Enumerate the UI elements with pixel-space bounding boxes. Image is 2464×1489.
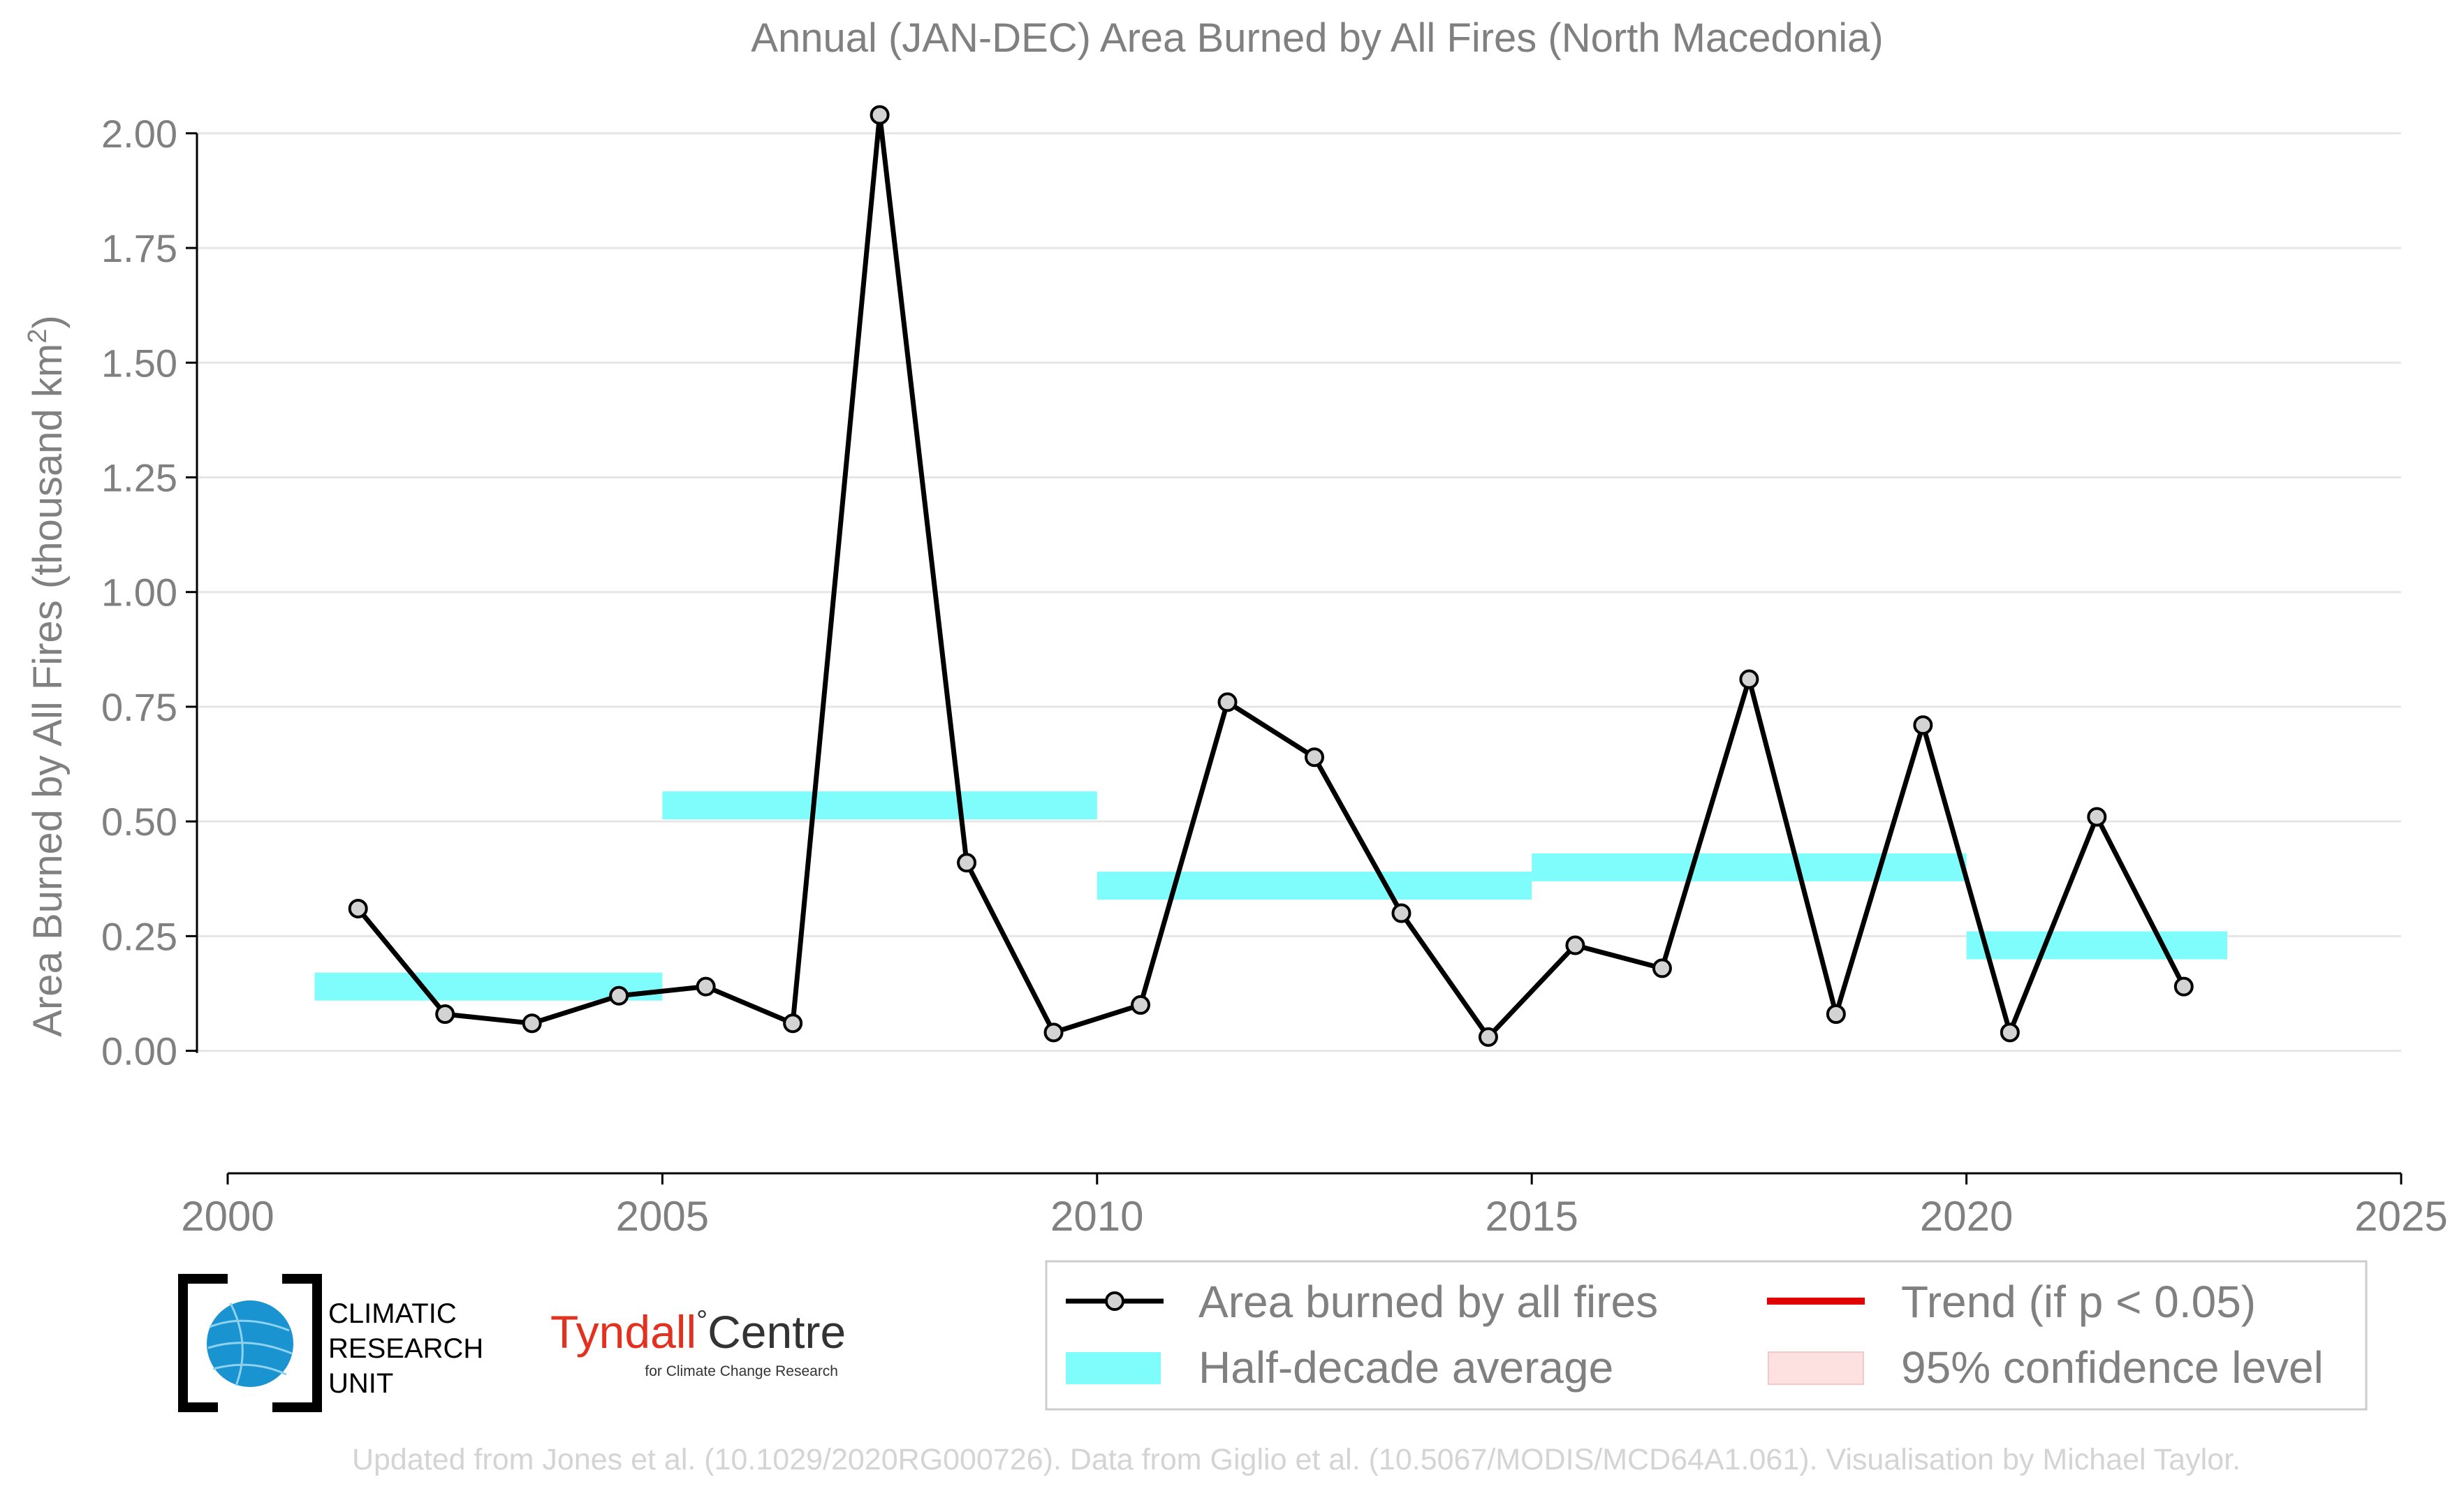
data-point-0-2 [522, 1013, 542, 1034]
y-tick-label-8: 2.00 [101, 112, 177, 156]
y-tick-label-3: 0.75 [101, 685, 177, 729]
data-point-0-12 [1391, 903, 1411, 923]
tyndall-logo-text: Tyndall°Centre [550, 1305, 846, 1358]
legend-frame [1045, 1260, 2368, 1411]
cru-globe-lines-icon [207, 1303, 293, 1386]
data-point-0-10 [1217, 692, 1238, 712]
legend: Area burned by all fires Trend (if p < 0… [1045, 1260, 2368, 1411]
cru-logo: CLIMATIC RESEARCH UNIT [178, 1274, 483, 1412]
data-point-0-20 [2087, 807, 2107, 827]
grid-lines [194, 132, 2401, 1052]
data-point-0-6 [870, 105, 890, 125]
half-decade-band-2 [1097, 872, 1532, 900]
y-tick-label-5: 1.25 [101, 456, 177, 500]
tyndall-centre: Centre [707, 1306, 846, 1358]
tyndall-subtitle: for Climate Change Research [645, 1363, 838, 1379]
legend-label-half-decade: Half-decade average [1198, 1342, 1613, 1393]
data-point-0-0 [348, 898, 368, 918]
data-point-0-11 [1305, 747, 1324, 768]
data-point-0-16 [1739, 669, 1759, 689]
data-point-0-17 [1826, 1004, 1846, 1025]
half-decade-band-4 [1966, 931, 2228, 960]
legend-swatch-confidence [1768, 1351, 1864, 1385]
data-point-0-1 [435, 1004, 455, 1025]
x-tick-label-5: 2025 [2354, 1193, 2447, 1240]
data-point-0-8 [1043, 1022, 1064, 1043]
cru-logo-bracket-left [178, 1274, 228, 1412]
data-point-0-4 [696, 976, 716, 997]
legend-label-trend: Trend (if p < 0.05) [1901, 1277, 2256, 1327]
footer-credit: Updated from Jones et al. (10.1029/2020R… [352, 1443, 2241, 1476]
series-line-0 [355, 112, 2186, 1040]
data-point-0-21 [2173, 976, 2194, 997]
y-tick-label-6: 1.50 [101, 341, 177, 385]
y-tick-label-7: 1.75 [101, 226, 177, 270]
y-axis-label-superscript: 2 [23, 329, 52, 344]
data-point-0-14 [1565, 935, 1585, 955]
x-tick-label-4: 2020 [1920, 1193, 2013, 1240]
y-axis-label: Area Burned by All Fires (thousand km2) [23, 315, 71, 1036]
tyndall-degree: ° [696, 1305, 707, 1336]
legend-label-confidence: 95% confidence level [1901, 1342, 2324, 1393]
cru-logo-bracket-right [272, 1274, 322, 1412]
x-tick-label-0: 2000 [181, 1193, 274, 1240]
y-axis-label-end: ) [25, 315, 71, 328]
legend-label-area-burned: Area burned by all fires [1198, 1277, 1658, 1327]
x-tick-label-2: 2010 [1050, 1193, 1143, 1240]
y-tick-label-2: 0.50 [101, 800, 177, 844]
half-decade-band-0 [314, 972, 663, 1001]
x-tick-label-3: 2015 [1485, 1193, 1578, 1240]
data-point-0-18 [1913, 715, 1933, 735]
data-point-0-9 [1131, 995, 1151, 1015]
y-tick-label-1: 0.25 [101, 914, 177, 958]
x-tick-label-1: 2005 [616, 1193, 709, 1240]
cru-text-line2: RESEARCH [328, 1333, 483, 1364]
y-tick-label-0: 0.00 [101, 1029, 177, 1073]
data-point-0-15 [1652, 958, 1672, 978]
half-decade-bands [314, 791, 2228, 1001]
series-area-burned [348, 105, 2194, 1047]
data-point-0-5 [783, 1013, 803, 1034]
data-point-0-7 [957, 853, 977, 873]
cru-text-line1: CLIMATIC [328, 1298, 457, 1329]
cru-text-line3: UNIT [328, 1368, 393, 1399]
chart-title: Annual (JAN-DEC) Area Burned by All Fire… [751, 15, 1883, 61]
data-point-0-19 [2000, 1022, 2020, 1043]
legend-swatch-half-decade [1066, 1352, 1161, 1384]
half-decade-band-3 [1532, 853, 1967, 881]
data-point-0-3 [609, 985, 629, 1006]
tyndall-logo: Tyndall°Centre for Climate Change Resear… [550, 1305, 846, 1379]
y-axis-label-main: Area Burned by All Fires (thousand km [25, 344, 71, 1037]
data-point-0-13 [1478, 1027, 1498, 1047]
y-tick-label-4: 1.00 [101, 571, 177, 615]
tyndall-name: Tyndall [550, 1306, 696, 1358]
axes: 0.00 0.25 0.50 0.75 1.00 1.25 1.50 1.75 2.00 2000… [101, 112, 2448, 1240]
half-decade-band-1 [662, 791, 1097, 820]
legend-swatch-area-burned-marker [1105, 1291, 1124, 1311]
